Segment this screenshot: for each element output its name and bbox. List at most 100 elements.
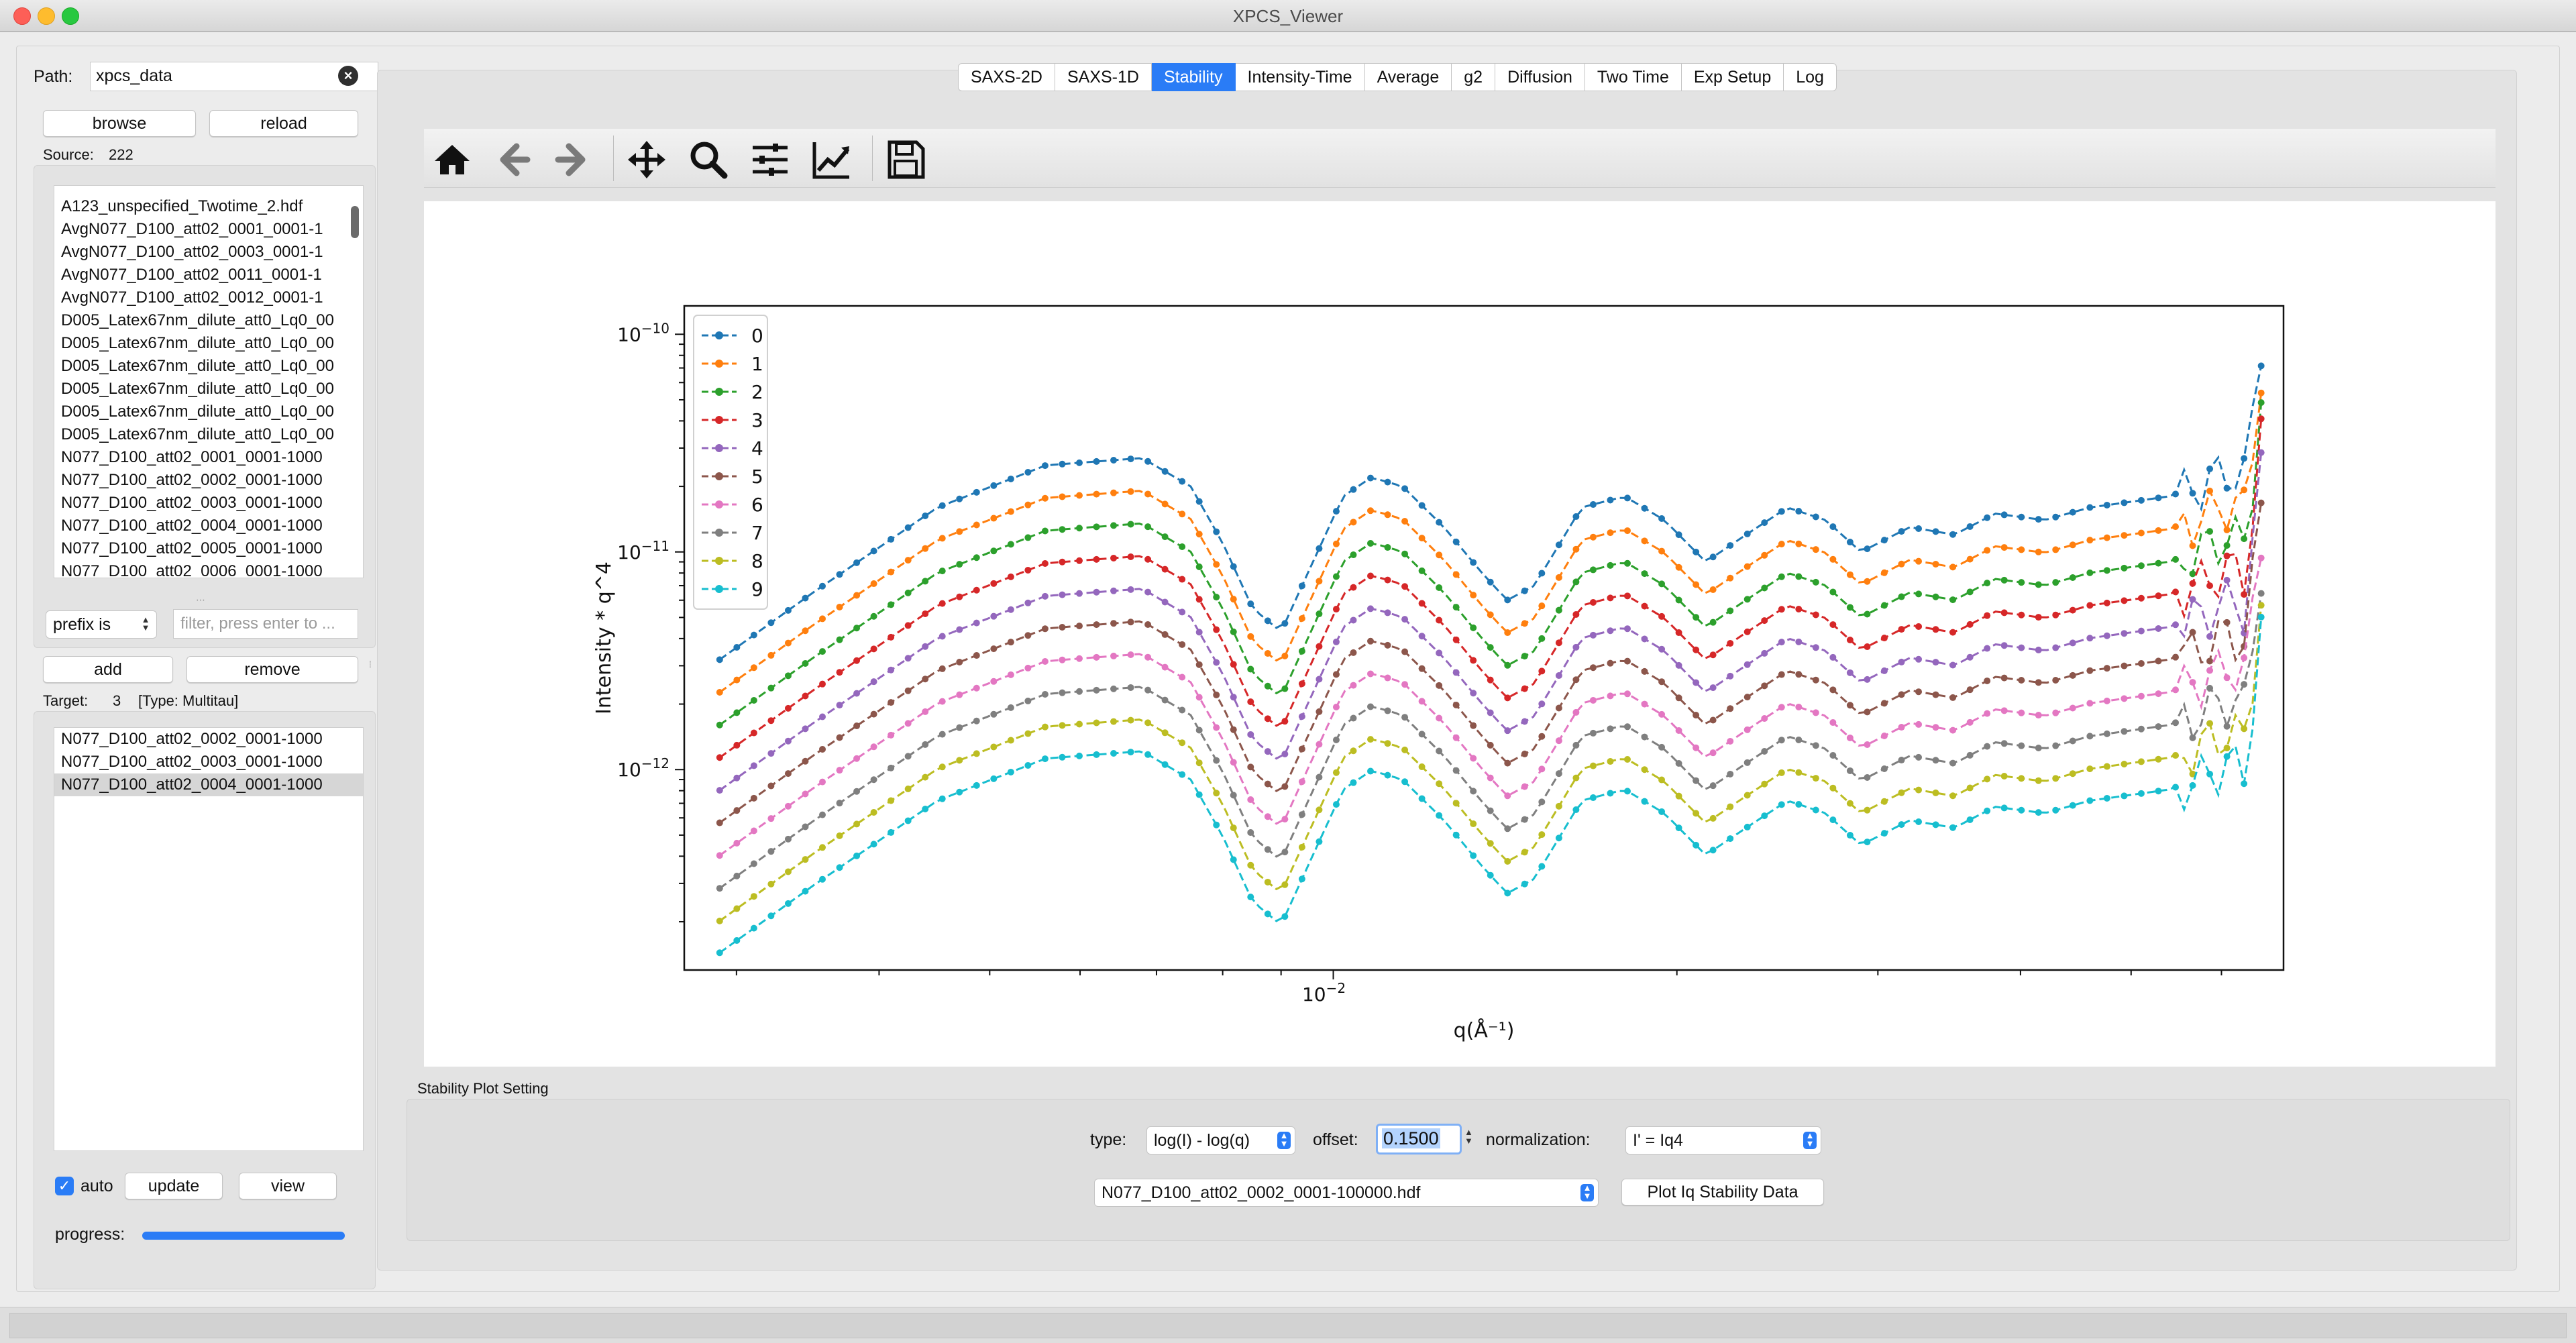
- forward-arrow-icon[interactable]: [551, 138, 594, 181]
- tab-exp-setup[interactable]: Exp Setup: [1681, 63, 1784, 91]
- source-file-item[interactable]: AvgN077_D100_att02_0001_0001-1: [61, 220, 323, 238]
- y-tick-label: 10−10: [617, 320, 669, 345]
- source-file-item[interactable]: AvgN077_D100_att02_0003_0001-1: [61, 243, 323, 261]
- source-file-item[interactable]: D005_Latex67nm_dilute_att0_Lq0_00: [61, 357, 335, 375]
- pan-icon[interactable]: [625, 138, 668, 181]
- series-point-0: [1572, 513, 1580, 521]
- spin-arrows-icon[interactable]: ▲ ▼: [1464, 1127, 1473, 1146]
- minimize-window-button[interactable]: [38, 7, 55, 25]
- save-icon[interactable]: [884, 138, 927, 181]
- series-point-1: [1127, 488, 1134, 495]
- series-point-5: [888, 699, 895, 706]
- remove-button[interactable]: remove: [186, 656, 358, 683]
- filter-mode-select[interactable]: prefix is ▲ ▼: [46, 610, 157, 639]
- zoom-icon[interactable]: [687, 138, 730, 181]
- series-point-9: [1572, 806, 1580, 814]
- tab-average[interactable]: Average: [1364, 63, 1452, 91]
- series-point-0: [1384, 478, 1391, 486]
- offset-spinbox[interactable]: 0.1500: [1376, 1124, 1462, 1154]
- source-file-item[interactable]: D005_Latex67nm_dilute_att0_Lq0_00: [61, 311, 335, 329]
- source-list-scrollbar[interactable]: [351, 206, 359, 238]
- axes-edit-icon[interactable]: [810, 138, 853, 181]
- tab-two-time[interactable]: Two Time: [1585, 63, 1682, 91]
- tab-saxs-2d[interactable]: SAXS-2D: [958, 63, 1055, 91]
- tab-diffusion[interactable]: Diffusion: [1495, 63, 1585, 91]
- path-input[interactable]: xpcs_data: [90, 62, 378, 91]
- series-point-6: [2223, 674, 2231, 682]
- source-file-item[interactable]: N077_D100_att02_0006_0001-1000: [61, 562, 323, 578]
- series-point-3: [1864, 643, 1871, 651]
- series-point-7: [1316, 773, 1323, 781]
- zoom-window-button[interactable]: [62, 7, 79, 25]
- source-file-item[interactable]: N077_D100_att02_0004_0001-1000: [61, 517, 323, 535]
- source-file-item[interactable]: N077_D100_att02_0001_0001-1000: [61, 448, 323, 466]
- source-file-item[interactable]: N077_D100_att02_0002_0001-1000: [61, 471, 323, 489]
- normalization-select[interactable]: I' = Iq4 ▲ ▼: [1625, 1126, 1821, 1154]
- back-arrow-icon[interactable]: [491, 138, 534, 181]
- tab-g2[interactable]: g2: [1452, 63, 1496, 91]
- plot-stability-button[interactable]: Plot Iq Stability Data: [1621, 1179, 1824, 1205]
- source-file-item[interactable]: AvgN077_D100_att02_0011_0001-1: [61, 266, 322, 284]
- browse-button[interactable]: browse: [43, 110, 196, 137]
- series-point-5: [750, 794, 757, 802]
- clear-path-icon[interactable]: ×: [338, 66, 358, 86]
- target-file-item[interactable]: N077_D100_att02_0004_0001-1000: [54, 773, 363, 796]
- add-button[interactable]: add: [43, 656, 173, 683]
- series-point-7: [2257, 590, 2265, 597]
- series-point-2: [2223, 542, 2231, 549]
- series-point-9: [2103, 794, 2110, 802]
- series-point-1: [1880, 569, 1888, 576]
- series-point-0: [2069, 508, 2076, 516]
- series-point-2: [1418, 567, 1426, 574]
- source-file-item[interactable]: D005_Latex67nm_dilute_att0_Lq0_00: [61, 425, 335, 443]
- source-file-item[interactable]: D005_Latex67nm_dilute_att0_Lq0_00: [61, 402, 335, 421]
- splitter-handle[interactable]: ⋯: [196, 594, 205, 605]
- type-select[interactable]: log(I) - log(q) ▲ ▼: [1146, 1126, 1295, 1154]
- series-point-9: [1418, 795, 1426, 802]
- series-point-6: [973, 684, 980, 692]
- file-select[interactable]: N077_D100_att02_0002_0001-100000.hdf ▲ ▼: [1094, 1179, 1599, 1207]
- plot-canvas[interactable]: 10−10 10−11 10−12 10−2 q(Å⁻¹) Intensity * q^4…: [424, 201, 2496, 1067]
- tab-log[interactable]: Log: [1784, 63, 1837, 91]
- source-file-item[interactable]: N077_D100_att02_0005_0001-1000: [61, 539, 323, 557]
- series-point-3: [1932, 626, 1939, 633]
- series-point-7: [1555, 770, 1562, 777]
- series-point-2: [2086, 569, 2094, 576]
- tab-intensity-time[interactable]: Intensity-Time: [1235, 63, 1365, 91]
- series-point-0: [1093, 458, 1100, 465]
- legend-label: 2: [751, 381, 763, 403]
- series-point-0: [1264, 617, 1271, 625]
- series-point-9: [904, 817, 912, 824]
- series-point-0: [2257, 362, 2265, 370]
- close-window-button[interactable]: [13, 7, 31, 25]
- source-file-item[interactable]: AvgN077_D100_att02_0012_0001-1: [61, 288, 323, 307]
- reload-button[interactable]: reload: [209, 110, 358, 137]
- view-button[interactable]: view: [239, 1173, 337, 1199]
- series-point-4: [1384, 609, 1391, 616]
- splitter-handle-right[interactable]: ⁞: [369, 659, 372, 669]
- series-point-0: [818, 582, 826, 590]
- subplots-icon[interactable]: [749, 138, 792, 181]
- target-file-list[interactable]: N077_D100_att02_0002_0001-1000 N077_D100_…: [54, 727, 364, 1151]
- source-file-list[interactable]: ‾‾‾‾‾‾‾‾‾‾‾‾‾‾‾‾‾‾‾‾‾‾‾‾‾ A123_unspecifi…: [54, 185, 364, 578]
- auto-checkbox[interactable]: ✓: [55, 1177, 74, 1195]
- target-file-item[interactable]: N077_D100_att02_0002_0001-1000: [61, 730, 323, 748]
- source-file-item[interactable]: A123_unspecified_Twotime_2.hdf: [61, 197, 303, 215]
- update-button[interactable]: update: [125, 1173, 223, 1199]
- series-point-2: [904, 589, 912, 596]
- source-file-item[interactable]: N077_D100_att02_0003_0001-1000: [61, 494, 323, 512]
- home-icon[interactable]: [431, 138, 474, 181]
- series-point-1: [1161, 500, 1169, 508]
- series-point-3: [1384, 576, 1391, 584]
- target-file-item[interactable]: N077_D100_att02_0003_0001-1000: [61, 753, 323, 771]
- tab-stability[interactable]: Stability: [1151, 63, 1236, 91]
- tab-saxs-1d[interactable]: SAXS-1D: [1055, 63, 1152, 91]
- series-point-1: [1195, 531, 1203, 538]
- series-point-7: [1110, 685, 1118, 692]
- series-point-0: [1966, 523, 1974, 530]
- series-point-2: [2189, 570, 2196, 578]
- source-file-item[interactable]: D005_Latex67nm_dilute_att0_Lq0_00: [61, 380, 335, 398]
- filter-input[interactable]: filter, press enter to ...: [173, 609, 358, 639]
- series-point-8: [2241, 725, 2248, 733]
- source-file-item[interactable]: D005_Latex67nm_dilute_att0_Lq0_00: [61, 334, 335, 352]
